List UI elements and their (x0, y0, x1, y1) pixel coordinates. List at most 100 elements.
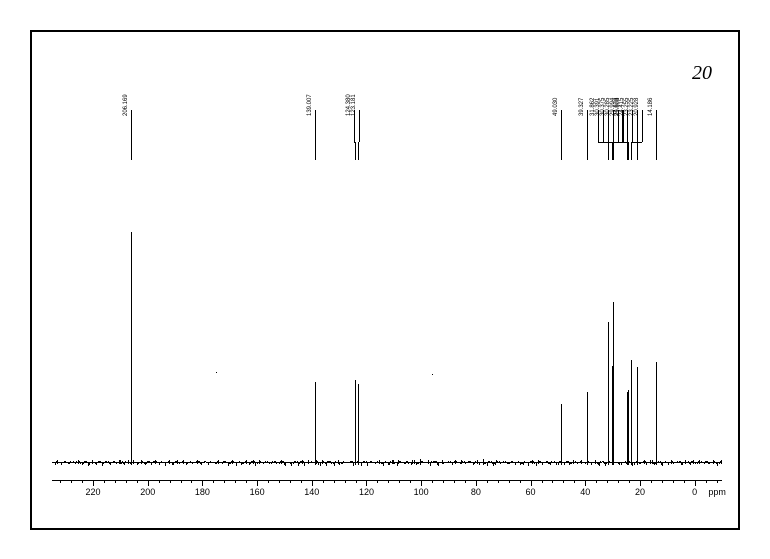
axis-tick-label: 80 (471, 487, 481, 497)
nmr-peak-dip (627, 462, 628, 465)
axis-tick-minor (574, 480, 575, 483)
axis-tick-major (148, 480, 149, 486)
axis-tick-major (202, 480, 203, 486)
nmr-peak (656, 362, 657, 462)
peak-label: 206.169 (123, 94, 129, 116)
axis-tick-minor (235, 480, 236, 483)
nmr-peak (355, 380, 356, 462)
axis-tick-label: 200 (140, 487, 155, 497)
axis-tick-major (366, 480, 367, 486)
axis-tick-minor (454, 480, 455, 483)
peak-label-drop (315, 110, 316, 142)
axis-tick-minor (159, 480, 160, 483)
peak-label: 14.186 (648, 98, 654, 116)
peak-label-drop (359, 110, 360, 142)
peak-label: 49.030 (553, 98, 559, 116)
axis-tick-label: 20 (635, 487, 645, 497)
peak-label-drop2 (608, 142, 609, 160)
axis-tick-minor (126, 480, 127, 483)
axis-unit-label: ppm (708, 487, 726, 497)
axis-tick-major (312, 480, 313, 486)
nmr-peak (608, 322, 609, 462)
peak-label: 39.327 (579, 98, 585, 116)
axis-tick-minor (290, 480, 291, 483)
peak-label-drop2 (561, 142, 562, 160)
axis-tick-label: 180 (195, 487, 210, 497)
axis-tick-minor (388, 480, 389, 483)
axis-tick-major (531, 480, 532, 486)
nmr-peak (561, 404, 562, 462)
axis-tick-major (257, 480, 258, 486)
peak-label-drop (131, 110, 132, 142)
peak-label-drop2 (637, 142, 638, 160)
axis-tick-minor (301, 480, 302, 483)
axis-tick-minor (82, 480, 83, 483)
axis-tick-minor (104, 480, 105, 483)
axis-tick-label: 60 (526, 487, 536, 497)
axis-tick-minor (432, 480, 433, 483)
peak-label-drop2 (628, 142, 629, 160)
scan-speck (216, 372, 217, 373)
nmr-peak-dip (131, 462, 132, 465)
axis-tick-minor (323, 480, 324, 483)
axis-tick-major (93, 480, 94, 486)
axis-tick-label: 0 (692, 487, 697, 497)
axis-tick-minor (224, 480, 225, 483)
x-axis-line (52, 480, 722, 481)
axis-tick-minor (629, 480, 630, 483)
axis-tick-minor (115, 480, 116, 483)
axis-tick-minor (410, 480, 411, 483)
axis-tick-minor (334, 480, 335, 483)
peak-label-drop2 (587, 142, 588, 160)
baseline-noise (632, 462, 633, 466)
axis-tick-minor (552, 480, 553, 483)
axis-tick-label: 120 (359, 487, 374, 497)
axis-tick-label: 220 (86, 487, 101, 497)
axis-tick-minor (213, 480, 214, 483)
axis-tick-major (640, 480, 641, 486)
axis-tick-minor (542, 480, 543, 483)
nmr-peak (315, 382, 316, 462)
axis-tick-minor (399, 480, 400, 483)
axis-tick-minor (596, 480, 597, 483)
peak-label: 139.007 (307, 94, 313, 116)
peak-label-drop2 (355, 142, 356, 160)
peak-label-drop2 (358, 142, 359, 160)
axis-tick-minor (520, 480, 521, 483)
axis-tick-minor (651, 480, 652, 483)
baseline-noise (236, 462, 237, 466)
axis-tick-minor (191, 480, 192, 483)
axis-tick-label: 40 (580, 487, 590, 497)
axis-tick-minor (662, 480, 663, 483)
axis-tick-minor (684, 480, 685, 483)
axis-tick-minor (509, 480, 510, 483)
peak-label-drop2 (613, 142, 614, 160)
page-number: 20 (692, 62, 712, 85)
nmr-peak-dip (587, 462, 588, 465)
nmr-peak-dip (315, 462, 316, 465)
axis-tick-minor (443, 480, 444, 483)
axis-tick-minor (246, 480, 247, 483)
axis-tick-minor (356, 480, 357, 483)
axis-tick-major (476, 480, 477, 486)
nmr-spectrum-plot: 220200180160140120100806040200ppm206.169… (52, 72, 722, 492)
nmr-peak (131, 232, 132, 462)
axis-tick-minor (345, 480, 346, 483)
nmr-peak (627, 392, 628, 462)
peak-label-drop (561, 110, 562, 142)
nmr-peak-dip (355, 462, 356, 465)
axis-tick-minor (181, 480, 182, 483)
baseline-noise (430, 462, 431, 466)
axis-tick-minor (498, 480, 499, 483)
peak-label-drop2 (315, 142, 316, 160)
axis-tick-minor (487, 480, 488, 483)
peak-label-drop (656, 110, 657, 142)
peak-label-drop (587, 110, 588, 142)
nmr-peak (637, 367, 638, 462)
axis-tick-minor (71, 480, 72, 483)
axis-tick-minor (170, 480, 171, 483)
axis-tick-minor (377, 480, 378, 483)
axis-tick-minor (279, 480, 280, 483)
axis-tick-minor (60, 480, 61, 483)
axis-tick-minor (563, 480, 564, 483)
